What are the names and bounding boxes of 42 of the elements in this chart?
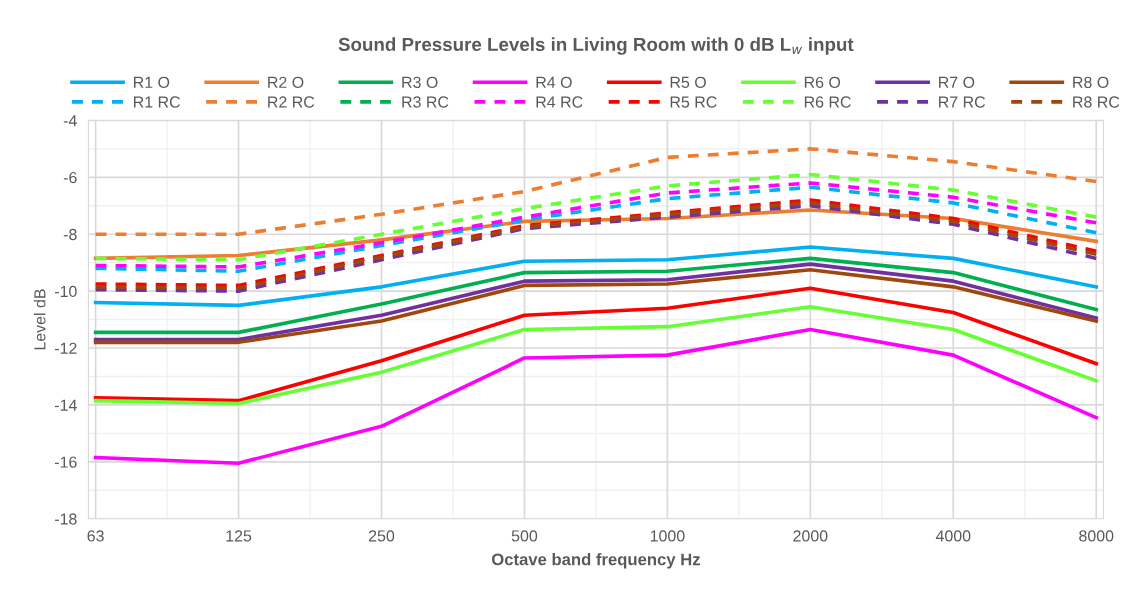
y-tick-label: -14 — [54, 399, 77, 411]
legend-label: R4 RC — [536, 96, 583, 108]
legend-label: R5 O — [670, 76, 706, 88]
line-series — [93, 245, 1099, 308]
x-tick-label: 63 — [87, 530, 104, 542]
line-series — [93, 147, 1099, 237]
y-axis-title: Level dB — [33, 289, 46, 350]
legend-label: R7 O — [939, 76, 975, 88]
legend-label: R8 RC — [1073, 96, 1120, 108]
legend-label: R3 O — [402, 76, 438, 88]
x-tick-label: 250 — [368, 530, 395, 542]
chart-title: Sound Pressure Levels in Living Room with 0 dB L$_{w}$ input — [338, 37, 854, 55]
x-tick-label: 1000 — [650, 530, 685, 542]
legend-label: R6 RC — [804, 96, 851, 108]
x-tick-label: 2000 — [793, 530, 828, 542]
y-tick-label: -18 — [54, 513, 77, 525]
y-tick-label: -16 — [54, 456, 77, 468]
legend-label: R6 O — [804, 76, 841, 88]
legend-label: R7 RC — [939, 96, 986, 108]
y-tick-label: -8 — [63, 228, 77, 241]
legend-label: R5 RC — [670, 96, 717, 108]
line-series — [93, 304, 1099, 406]
legend-label: R8 O — [1073, 76, 1109, 88]
line-series — [93, 172, 1099, 262]
line-series — [93, 286, 1099, 403]
y-tick-label: -4 — [63, 115, 77, 127]
legend-label: R2 RC — [268, 96, 315, 108]
x-axis-title: Octave band frequency Hz — [491, 553, 700, 569]
x-tick-label: 4000 — [935, 530, 971, 542]
y-tick-label: -12 — [54, 342, 77, 354]
line-series — [93, 327, 1099, 466]
legend-label: R3 RC — [402, 96, 449, 108]
x-tick-label: 500 — [511, 530, 538, 542]
line-series — [93, 256, 1099, 335]
x-tick-label: 8000 — [1079, 530, 1114, 542]
y-tick-label: -6 — [63, 171, 77, 184]
x-tick-label: 125 — [226, 530, 252, 542]
y-tick-label: -10 — [54, 285, 77, 298]
legend-label: R2 O — [268, 76, 304, 88]
legend-label: R1 O — [134, 76, 170, 88]
legend-label: R4 O — [536, 76, 572, 88]
legend-label: R1 RC — [134, 96, 181, 108]
